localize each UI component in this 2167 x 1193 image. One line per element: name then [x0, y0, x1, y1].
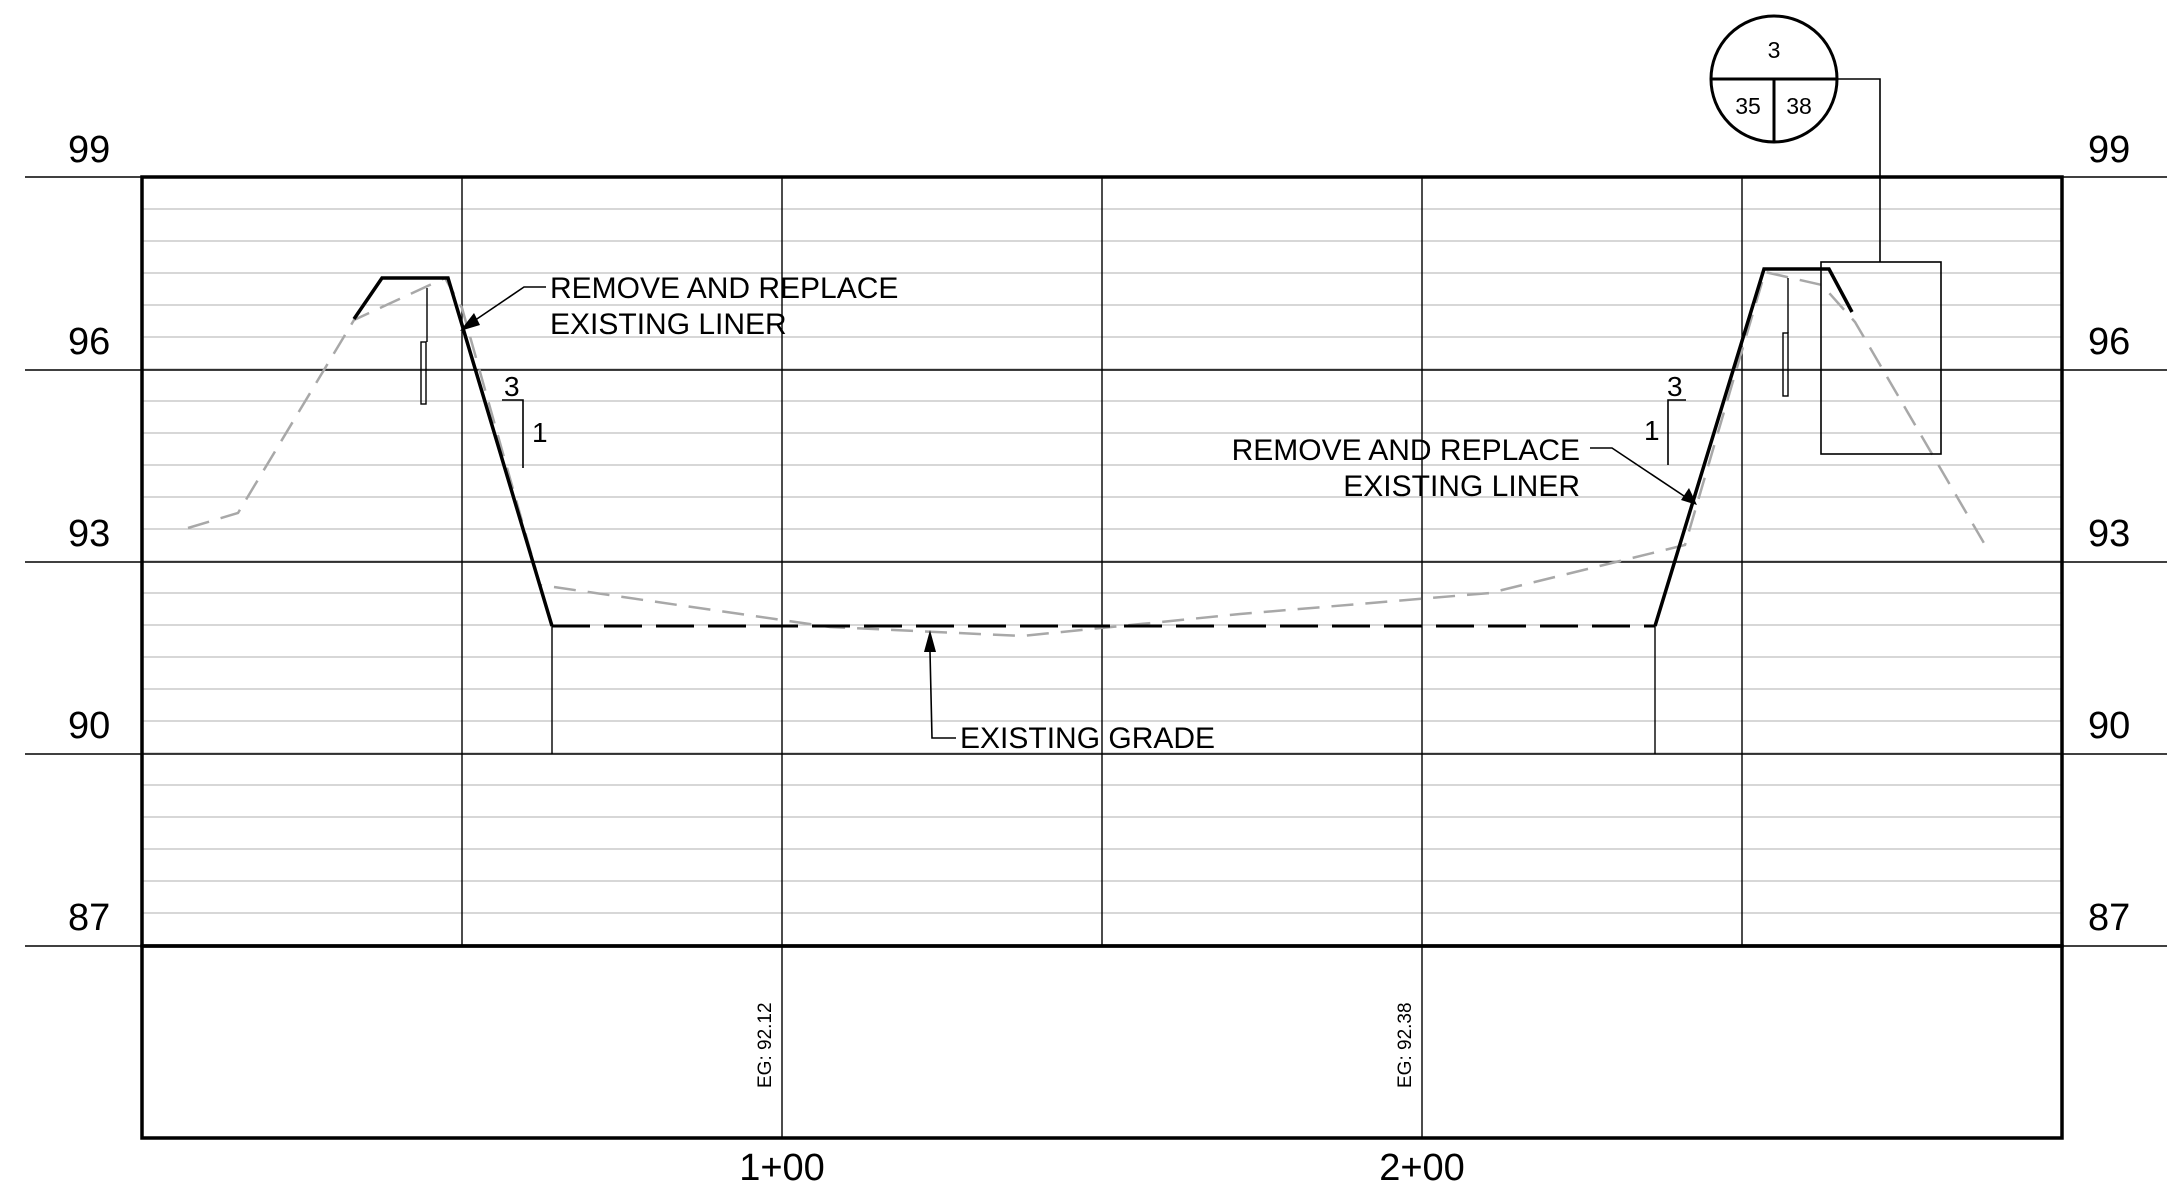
left-liner-note-line2: EXISTING LINER: [550, 308, 787, 341]
detail-tag-bottom-left: 35: [1735, 93, 1761, 119]
proposed-right-slope: [1653, 267, 1854, 627]
elev-label-99-right: 99: [2088, 129, 2130, 171]
right-liner-arrowhead: [1681, 488, 1697, 505]
detail-tag-top: 3: [1768, 37, 1781, 63]
existing-grade-note: EXISTING GRADE: [960, 722, 1215, 755]
station-label-2-00: 2+00: [1379, 1147, 1465, 1189]
elev-label-99-left: 99: [68, 129, 110, 171]
detail-tag-bottom-right: 38: [1786, 93, 1812, 119]
left-slope-run: 3: [504, 371, 520, 402]
major-grid-lines: [25, 176, 2167, 947]
left-liner-leader: [467, 286, 546, 326]
detail-tag-leader: [1837, 78, 1881, 262]
left-berm-post: [420, 341, 427, 405]
existing-grade-line: [187, 270, 1990, 638]
right-berm-post: [1782, 332, 1789, 397]
detail-callout-box: [1820, 261, 1942, 455]
elev-label-93-right: 93: [2088, 513, 2130, 555]
elev-label-96-right: 96: [2088, 321, 2130, 363]
right-liner-leader: [1590, 447, 1691, 501]
data-band-frame: [140, 944, 2064, 1140]
left-slope-rise: 1: [532, 417, 548, 448]
right-liner-note-line2: EXISTING LINER: [1343, 470, 1580, 503]
detail-tag-bubble: [1709, 14, 1839, 144]
existing-grade-leader: [929, 651, 956, 739]
elev-label-90-right: 90: [2088, 705, 2130, 747]
eg-value-2-00: EG: 92.38: [1395, 1002, 1416, 1088]
elev-label-90-left: 90: [68, 705, 110, 747]
right-liner-note-line1: REMOVE AND REPLACE: [1232, 434, 1580, 467]
left-liner-arrowhead: [460, 313, 480, 331]
elevation-labels-left: 99 96 93 90 87: [68, 129, 110, 939]
existing-grade-arrowhead: [924, 630, 936, 652]
eg-value-1-00: EG: 92.12: [755, 1002, 776, 1088]
station-label-1-00: 1+00: [739, 1147, 825, 1189]
elevation-labels-right: 99 96 93 90 87: [2088, 129, 2130, 939]
vertical-grid-lines: [461, 177, 1743, 1138]
elev-label-93-left: 93: [68, 513, 110, 555]
left-liner-note-line1: REMOVE AND REPLACE: [550, 272, 898, 305]
elev-label-96-left: 96: [68, 321, 110, 363]
elev-label-87-right: 87: [2088, 897, 2130, 939]
right-slope-symbol: [1667, 399, 1686, 465]
right-slope-run: 3: [1667, 371, 1683, 402]
elev-label-87-left: 87: [68, 897, 110, 939]
left-slope-symbol: [502, 399, 524, 468]
right-slope-rise: 1: [1644, 415, 1660, 446]
proposed-left-slope: [352, 276, 554, 627]
